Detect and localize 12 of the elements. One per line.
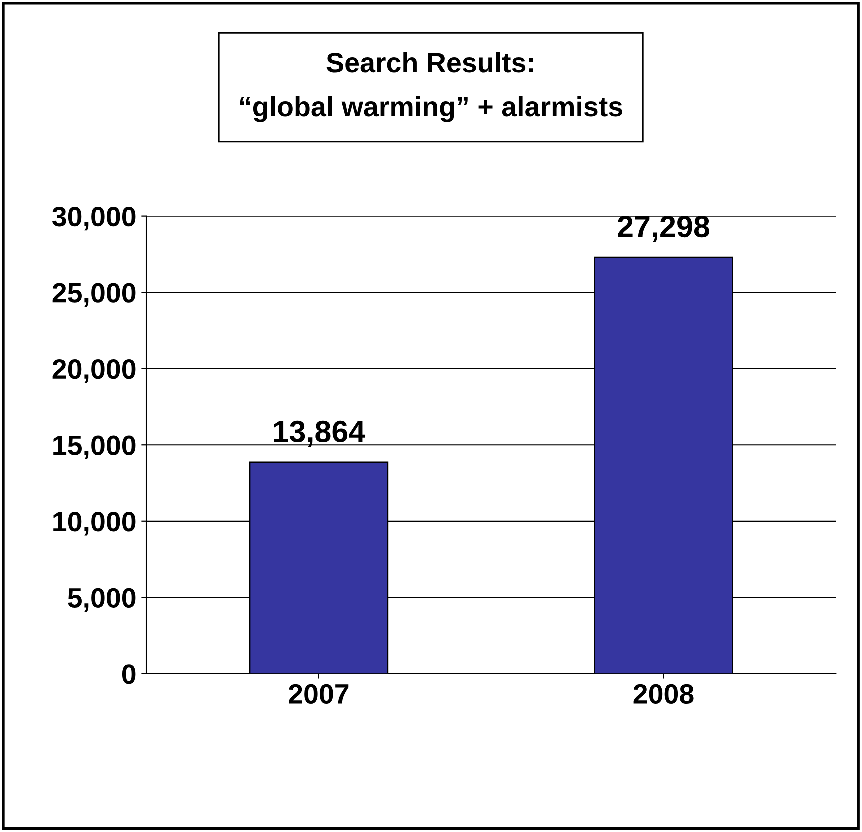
y-tick-label: 10,000: [54, 512, 136, 536]
y-tick-label: 0: [122, 664, 136, 684]
y-tick-label: 20,000: [52, 360, 136, 384]
x-tick-label: 2007: [289, 684, 349, 704]
x-tick-label: 2008: [634, 684, 694, 704]
y-tick-label: 5,000: [68, 588, 136, 612]
y-tick-label: 25,000: [52, 283, 136, 307]
y-tick-label: 30,000: [52, 206, 136, 231]
data-label: 27,298: [618, 216, 710, 242]
data-label: 13,864: [274, 420, 366, 447]
y-tick-label: 15,000: [54, 436, 136, 460]
chart-title: Search Results: “global warming” + alarmists: [240, 52, 622, 122]
